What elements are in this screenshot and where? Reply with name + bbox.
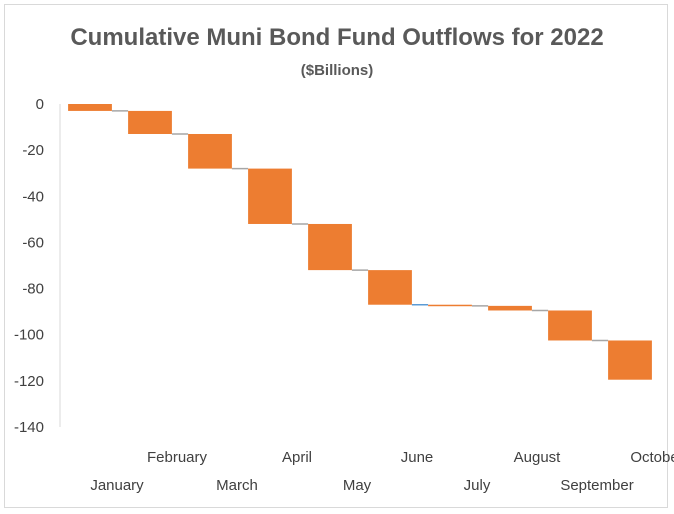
x-tick-label: September <box>560 477 633 494</box>
y-tick-label: -40 <box>22 188 44 205</box>
y-tick-label: -100 <box>14 327 44 344</box>
chart-subtitle: ($Billions) <box>300 62 374 79</box>
x-tick-label: May <box>343 477 372 494</box>
x-tick-label: June <box>401 449 434 466</box>
bar-february <box>128 110 172 134</box>
x-tick-label: February <box>147 449 208 466</box>
y-tick-label: -60 <box>22 234 44 251</box>
bars <box>68 104 652 380</box>
chart-title: Cumulative Muni Bond Fund Outflows for 2… <box>70 24 604 51</box>
y-tick-label: -80 <box>22 281 44 298</box>
bar-august <box>488 305 532 311</box>
y-axis: 0 -20 -40 -60 -80 -100 -120 -140 <box>14 96 61 436</box>
x-tick-label: April <box>282 449 312 466</box>
y-tick-label: -20 <box>22 142 44 159</box>
x-tick-label: October <box>630 449 674 466</box>
x-tick-label: March <box>216 477 258 494</box>
bar-october <box>608 340 652 380</box>
x-tick-label: July <box>464 477 491 494</box>
bar-june <box>368 270 412 305</box>
bar-september <box>548 310 592 341</box>
connector-lines <box>111 110 609 342</box>
y-tick-label: -140 <box>14 419 44 436</box>
bar-january <box>68 104 112 111</box>
x-tick-label: January <box>90 477 144 494</box>
bar-april <box>248 168 292 224</box>
y-tick-label: -120 <box>14 373 44 390</box>
bar-march <box>188 133 232 169</box>
y-tick-label: 0 <box>36 96 44 113</box>
x-tick-label: August <box>514 449 562 466</box>
bar-july <box>428 304 472 307</box>
bar-may <box>308 223 352 271</box>
